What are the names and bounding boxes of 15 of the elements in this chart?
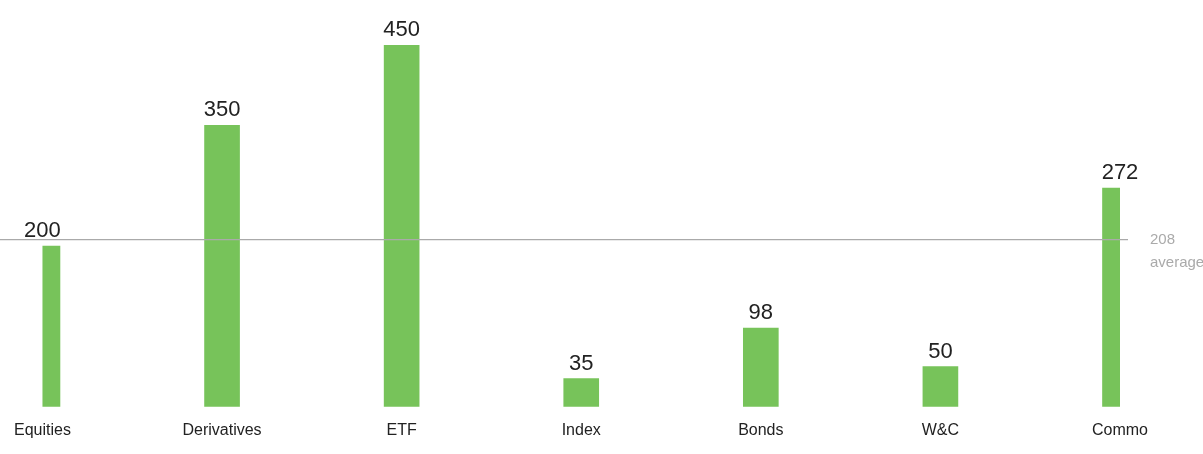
data-label: 50 (928, 337, 953, 363)
x-tick-label: Bonds (738, 420, 784, 438)
x-tick-label: Equities (14, 420, 71, 438)
data-label: 272 (1101, 159, 1139, 185)
data-label: 35 (568, 349, 594, 375)
x-tick-label: Index (561, 420, 601, 438)
data-label: 350 (203, 96, 241, 122)
data-label: 98 (748, 299, 774, 325)
x-tick-label: Derivatives (182, 420, 262, 438)
x-tick-label: ETF (386, 420, 417, 438)
data-label: 200 (24, 217, 61, 243)
ref-line-label: 208 average (1150, 229, 1203, 270)
x-tick-label: Commo (1091, 420, 1149, 438)
data-label: 450 (383, 16, 420, 42)
x-tick-label: W&C (921, 420, 960, 438)
